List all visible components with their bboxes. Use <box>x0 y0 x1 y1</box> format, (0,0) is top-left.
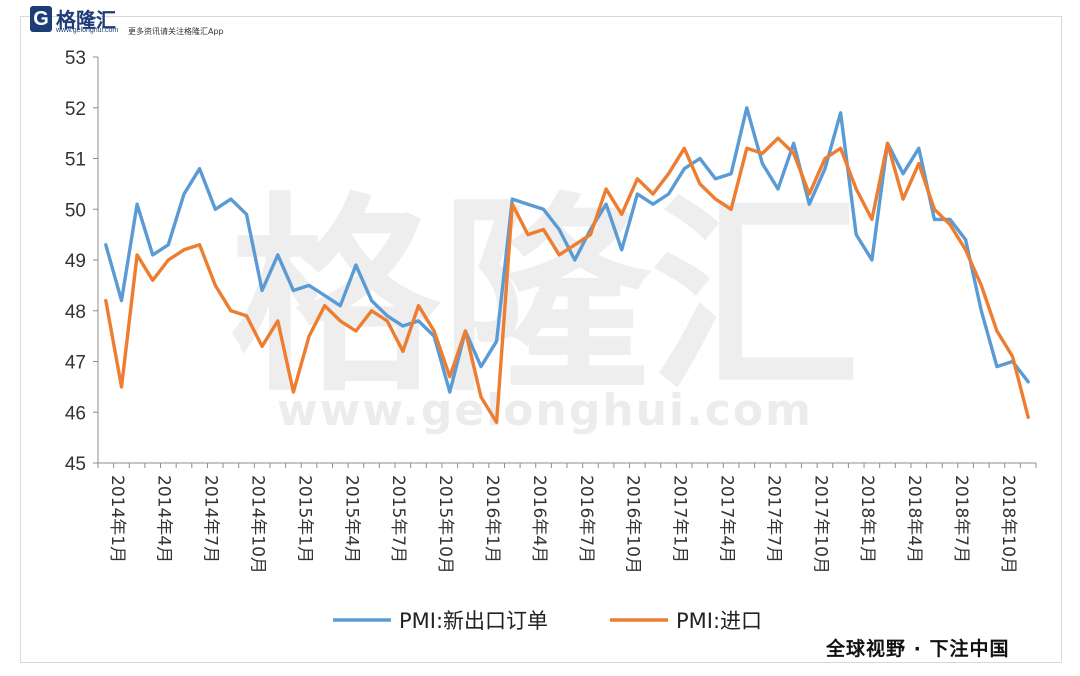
logo-mark: G <box>30 6 52 32</box>
y-tick-label: 49 <box>65 251 86 272</box>
header: G 格隆汇 www.gelonghui.com 更多资讯请关注格隆汇App <box>0 0 1080 40</box>
series-line-imports <box>104 136 1030 425</box>
x-tick-label: 2018年4月 <box>904 475 924 563</box>
legend-label: PMI:进口 <box>676 609 762 633</box>
y-tick-label: 52 <box>65 99 86 120</box>
x-tick-label: 2018年1月 <box>857 475 877 563</box>
watermark: 格隆汇 www.gelonghui.com <box>230 175 860 436</box>
y-tick-label: 46 <box>65 403 86 424</box>
x-tick-label: 2015年1月 <box>294 475 314 563</box>
y-axis-ticks: 45 46 47 48 49 50 51 52 53 <box>65 48 98 475</box>
x-tick-label: 2016年1月 <box>482 475 502 563</box>
series-line-export-orders <box>104 106 1030 394</box>
logo-tagline: 更多资讯请关注格隆汇App <box>128 27 224 36</box>
x-tick-label: 2017年1月 <box>670 475 690 563</box>
y-tick-label: 53 <box>65 48 86 69</box>
x-tick-label: 2015年4月 <box>341 475 361 563</box>
footer-slogan: 全球视野 · 下注中国 <box>826 638 1010 660</box>
series-lines <box>104 106 1030 425</box>
x-tick-label: 2017年10月 <box>810 475 830 574</box>
x-tick-label: 2016年7月 <box>576 475 596 563</box>
x-tick-label: 2016年10月 <box>623 475 643 574</box>
logo-name: 格隆汇 <box>56 8 116 32</box>
y-tick-label: 51 <box>65 150 86 171</box>
watermark-url: www.gelonghui.com <box>277 385 813 436</box>
x-tick-label: 2017年4月 <box>717 475 737 563</box>
y-tick-label: 45 <box>65 454 86 475</box>
y-tick-label: 47 <box>65 353 86 374</box>
x-tick-label: 2017年7月 <box>763 475 783 563</box>
x-tick-label: 2015年7月 <box>388 475 408 563</box>
y-tick-label: 50 <box>65 200 86 221</box>
x-tick-label: 2014年4月 <box>154 475 174 563</box>
x-tick-label: 2018年7月 <box>951 475 971 563</box>
legend-label: PMI:新出口订单 <box>399 609 548 633</box>
x-tick-label: 2015年10月 <box>435 475 455 574</box>
x-tick-label: 2014年10月 <box>248 475 268 574</box>
chart-frame <box>20 16 1062 663</box>
x-tick-label: 2018年10月 <box>998 475 1018 574</box>
x-tick-label: 2014年1月 <box>107 475 127 563</box>
legend: PMI:新出口订单 PMI:进口 <box>333 609 762 633</box>
watermark-name: 格隆汇 <box>230 175 860 420</box>
x-axis-ticks: 2014年1月 2014年4月 2014年7月 2014年10月 2015年1月 2015… <box>97 463 1037 574</box>
logo-url: www.gelonghui.com <box>56 27 119 34</box>
x-tick-label: 2016年4月 <box>529 475 549 563</box>
x-tick-label: 2014年7月 <box>201 475 221 563</box>
y-tick-label: 48 <box>65 302 86 323</box>
